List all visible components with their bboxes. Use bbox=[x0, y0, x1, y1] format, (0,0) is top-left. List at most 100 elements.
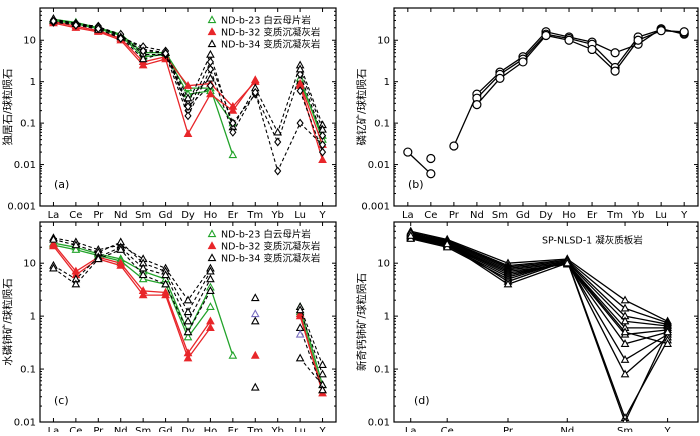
series-line bbox=[299, 315, 324, 391]
data-point bbox=[503, 279, 513, 288]
data-point bbox=[138, 60, 148, 69]
data-point bbox=[94, 24, 102, 34]
x-category-label: Sm bbox=[617, 426, 633, 432]
x-category-label: Tm bbox=[246, 426, 263, 432]
data-point bbox=[318, 124, 327, 133]
y-tick-label: 1 bbox=[30, 77, 36, 88]
x-category-label: Nd bbox=[560, 426, 574, 432]
x-category-label: Y bbox=[664, 426, 672, 432]
series-line bbox=[53, 237, 211, 302]
data-point bbox=[295, 305, 305, 314]
data-point bbox=[206, 64, 215, 74]
series-line bbox=[53, 21, 256, 108]
data-point bbox=[117, 34, 125, 44]
series-line bbox=[410, 236, 668, 361]
data-point bbox=[229, 118, 237, 128]
x-category-label: Pr bbox=[93, 210, 104, 221]
data-point bbox=[206, 302, 215, 310]
data-point bbox=[274, 166, 282, 176]
series-line bbox=[410, 238, 669, 420]
series-group bbox=[49, 14, 327, 176]
panel-label: (d) bbox=[414, 394, 430, 407]
x-category-label: Lu bbox=[655, 210, 667, 221]
data-point bbox=[183, 353, 193, 362]
series-line bbox=[410, 235, 668, 345]
data-point bbox=[228, 150, 238, 159]
data-point bbox=[620, 339, 630, 347]
x-category-label: Er bbox=[228, 210, 239, 221]
data-point bbox=[138, 54, 148, 63]
x-category-label: Lu bbox=[294, 210, 306, 221]
data-point bbox=[541, 30, 551, 41]
data-point bbox=[183, 327, 193, 336]
data-point bbox=[206, 89, 215, 98]
data-point bbox=[49, 234, 58, 243]
y-tick-label: 0.001 bbox=[7, 202, 36, 213]
data-point bbox=[116, 244, 126, 253]
data-point bbox=[318, 360, 327, 369]
x-category-label: La bbox=[405, 426, 417, 432]
x-category-label: Pr bbox=[93, 426, 104, 432]
data-point bbox=[296, 86, 304, 96]
data-point bbox=[426, 153, 436, 164]
data-point bbox=[138, 270, 148, 279]
data-point bbox=[183, 316, 193, 325]
data-point bbox=[295, 353, 305, 362]
y-tick-label: 0.001 bbox=[361, 202, 390, 213]
x-category-label: Gd bbox=[516, 210, 530, 221]
data-point bbox=[620, 369, 630, 378]
data-point bbox=[495, 73, 505, 84]
data-point bbox=[71, 279, 81, 288]
series-line bbox=[52, 245, 211, 360]
data-point bbox=[206, 49, 215, 58]
x-category-label: La bbox=[402, 210, 414, 221]
x-category-label: Pr bbox=[503, 426, 514, 432]
data-point bbox=[184, 102, 192, 112]
x-category-label: Ce bbox=[441, 426, 454, 432]
data-point bbox=[620, 295, 630, 304]
series-line bbox=[53, 246, 211, 323]
data-point bbox=[138, 290, 148, 299]
data-point bbox=[406, 231, 416, 239]
series-line bbox=[410, 235, 668, 336]
x-category-label: La bbox=[48, 210, 60, 221]
y-tick-label: 0.1 bbox=[374, 365, 390, 376]
x-category-label: Ce bbox=[69, 210, 82, 221]
x-category-label: Nd bbox=[470, 210, 484, 221]
x-category-label: Yb bbox=[270, 210, 283, 221]
data-point bbox=[250, 293, 260, 302]
data-point bbox=[610, 48, 620, 58]
x-category-label: Tm bbox=[606, 210, 623, 221]
data-point bbox=[273, 127, 283, 136]
data-point bbox=[318, 147, 327, 157]
data-point bbox=[587, 44, 597, 55]
series-line bbox=[53, 22, 256, 136]
data-point bbox=[663, 327, 672, 336]
panel-label: (a) bbox=[54, 178, 69, 191]
data-point bbox=[564, 35, 574, 45]
data-point bbox=[183, 332, 193, 341]
y-tick-label: 0.01 bbox=[14, 160, 36, 171]
y-tick-label: 1 bbox=[384, 77, 390, 88]
series-line bbox=[53, 249, 211, 334]
y-tick-label: 1 bbox=[30, 312, 36, 323]
series-line bbox=[476, 29, 685, 99]
data-point bbox=[71, 240, 81, 249]
data-point bbox=[622, 417, 628, 422]
data-point bbox=[206, 316, 215, 325]
series-line bbox=[299, 306, 324, 386]
data-point bbox=[633, 35, 643, 45]
y-axis-title: 独居石/球粒陨石 bbox=[1, 68, 14, 145]
x-category-label: Er bbox=[228, 426, 239, 432]
x-category-label: Ho bbox=[562, 210, 576, 221]
data-point bbox=[251, 87, 259, 97]
data-point bbox=[679, 27, 689, 37]
data-point bbox=[426, 169, 436, 179]
x-category-label: Sm bbox=[135, 210, 151, 221]
series-line bbox=[299, 309, 324, 375]
legend-entry: ND-b-32 变质沉凝灰岩 bbox=[221, 241, 320, 253]
series-line bbox=[410, 233, 668, 325]
y-axis-title: 水磷铈矿/球粒陨石 bbox=[1, 278, 14, 366]
data-point bbox=[250, 75, 260, 84]
legend-marker bbox=[207, 27, 217, 36]
